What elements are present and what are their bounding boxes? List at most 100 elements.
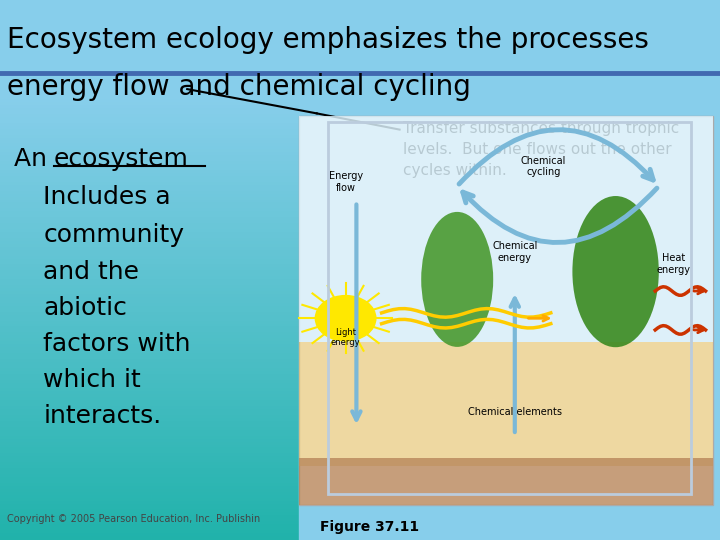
Text: interacts.: interacts. xyxy=(43,404,161,428)
Bar xyxy=(0,528,299,531)
Bar xyxy=(0,487,299,490)
Bar xyxy=(0,115,299,118)
Bar xyxy=(0,256,299,260)
Bar xyxy=(0,401,299,404)
Bar xyxy=(0,310,299,313)
Bar xyxy=(0,301,299,304)
Text: Energy
flow: Energy flow xyxy=(328,171,363,193)
Bar xyxy=(0,215,299,218)
Bar xyxy=(0,504,299,508)
Bar xyxy=(0,404,299,407)
Bar xyxy=(299,342,713,466)
Text: Includes a: Includes a xyxy=(43,185,171,209)
Bar xyxy=(0,272,299,274)
Bar xyxy=(0,363,299,366)
Bar xyxy=(0,171,299,174)
Bar xyxy=(0,188,299,192)
Bar xyxy=(0,112,299,115)
Bar xyxy=(0,342,299,345)
Bar xyxy=(0,210,299,212)
Bar xyxy=(0,514,299,516)
Bar xyxy=(0,100,299,103)
Bar xyxy=(0,192,299,194)
FancyArrowPatch shape xyxy=(463,188,657,242)
Bar xyxy=(0,289,299,292)
Bar xyxy=(0,230,299,233)
Bar xyxy=(0,510,299,514)
Bar xyxy=(0,399,299,401)
Bar xyxy=(0,327,299,330)
Bar xyxy=(0,248,299,251)
Bar xyxy=(0,162,299,165)
Bar xyxy=(0,198,299,200)
Text: An: An xyxy=(14,147,55,171)
Bar xyxy=(0,0,720,97)
Bar xyxy=(0,336,299,339)
Circle shape xyxy=(315,295,376,341)
Bar xyxy=(0,437,299,440)
Bar xyxy=(0,446,299,449)
Bar xyxy=(0,522,299,525)
Bar xyxy=(0,387,299,389)
Text: abiotic: abiotic xyxy=(43,296,127,320)
Bar xyxy=(0,262,299,266)
Bar xyxy=(0,183,299,186)
Bar xyxy=(0,177,299,180)
Bar xyxy=(0,493,299,496)
Bar xyxy=(0,325,299,327)
Bar xyxy=(0,451,299,454)
Bar xyxy=(0,106,299,109)
Bar xyxy=(0,239,299,242)
Bar xyxy=(0,109,299,112)
Bar xyxy=(0,534,299,537)
Bar xyxy=(0,381,299,383)
Bar xyxy=(0,357,299,360)
Bar xyxy=(0,130,299,133)
Bar xyxy=(0,457,299,460)
Bar xyxy=(0,147,299,150)
Bar xyxy=(0,354,299,357)
Bar xyxy=(0,348,299,351)
Bar xyxy=(0,206,299,210)
Bar xyxy=(0,221,299,224)
Bar xyxy=(0,283,299,286)
Bar xyxy=(0,280,299,283)
Bar xyxy=(0,200,299,204)
Bar xyxy=(0,97,299,100)
Bar xyxy=(0,369,299,372)
Bar xyxy=(0,490,299,493)
Bar xyxy=(0,481,299,484)
Bar xyxy=(0,407,299,410)
Bar xyxy=(0,339,299,342)
Text: Ecosystem ecology emphasizes the processes: Ecosystem ecology emphasizes the process… xyxy=(7,26,649,55)
Bar xyxy=(0,218,299,221)
Bar xyxy=(328,122,691,494)
Bar xyxy=(0,245,299,248)
Bar xyxy=(299,97,720,540)
FancyArrowPatch shape xyxy=(510,299,519,432)
Bar xyxy=(0,266,299,268)
Bar xyxy=(0,156,299,159)
Bar xyxy=(0,416,299,419)
Bar xyxy=(0,159,299,162)
Bar xyxy=(0,127,299,130)
Text: Copyright © 2005 Pearson Education, Inc. Publishin: Copyright © 2005 Pearson Education, Inc.… xyxy=(7,515,261,524)
Bar xyxy=(0,286,299,289)
Bar xyxy=(0,360,299,363)
Text: Chemical
energy: Chemical energy xyxy=(492,241,538,263)
Bar xyxy=(0,307,299,310)
Bar xyxy=(0,236,299,239)
FancyArrowPatch shape xyxy=(352,205,361,420)
Bar xyxy=(0,519,299,522)
Bar xyxy=(0,419,299,422)
Bar xyxy=(0,277,299,280)
Bar xyxy=(0,124,299,127)
Bar xyxy=(299,116,713,342)
Bar xyxy=(0,268,299,272)
Bar xyxy=(0,204,299,206)
Bar xyxy=(0,440,299,443)
Bar xyxy=(0,475,299,478)
Bar xyxy=(0,330,299,333)
Bar xyxy=(0,227,299,230)
Bar xyxy=(0,375,299,377)
